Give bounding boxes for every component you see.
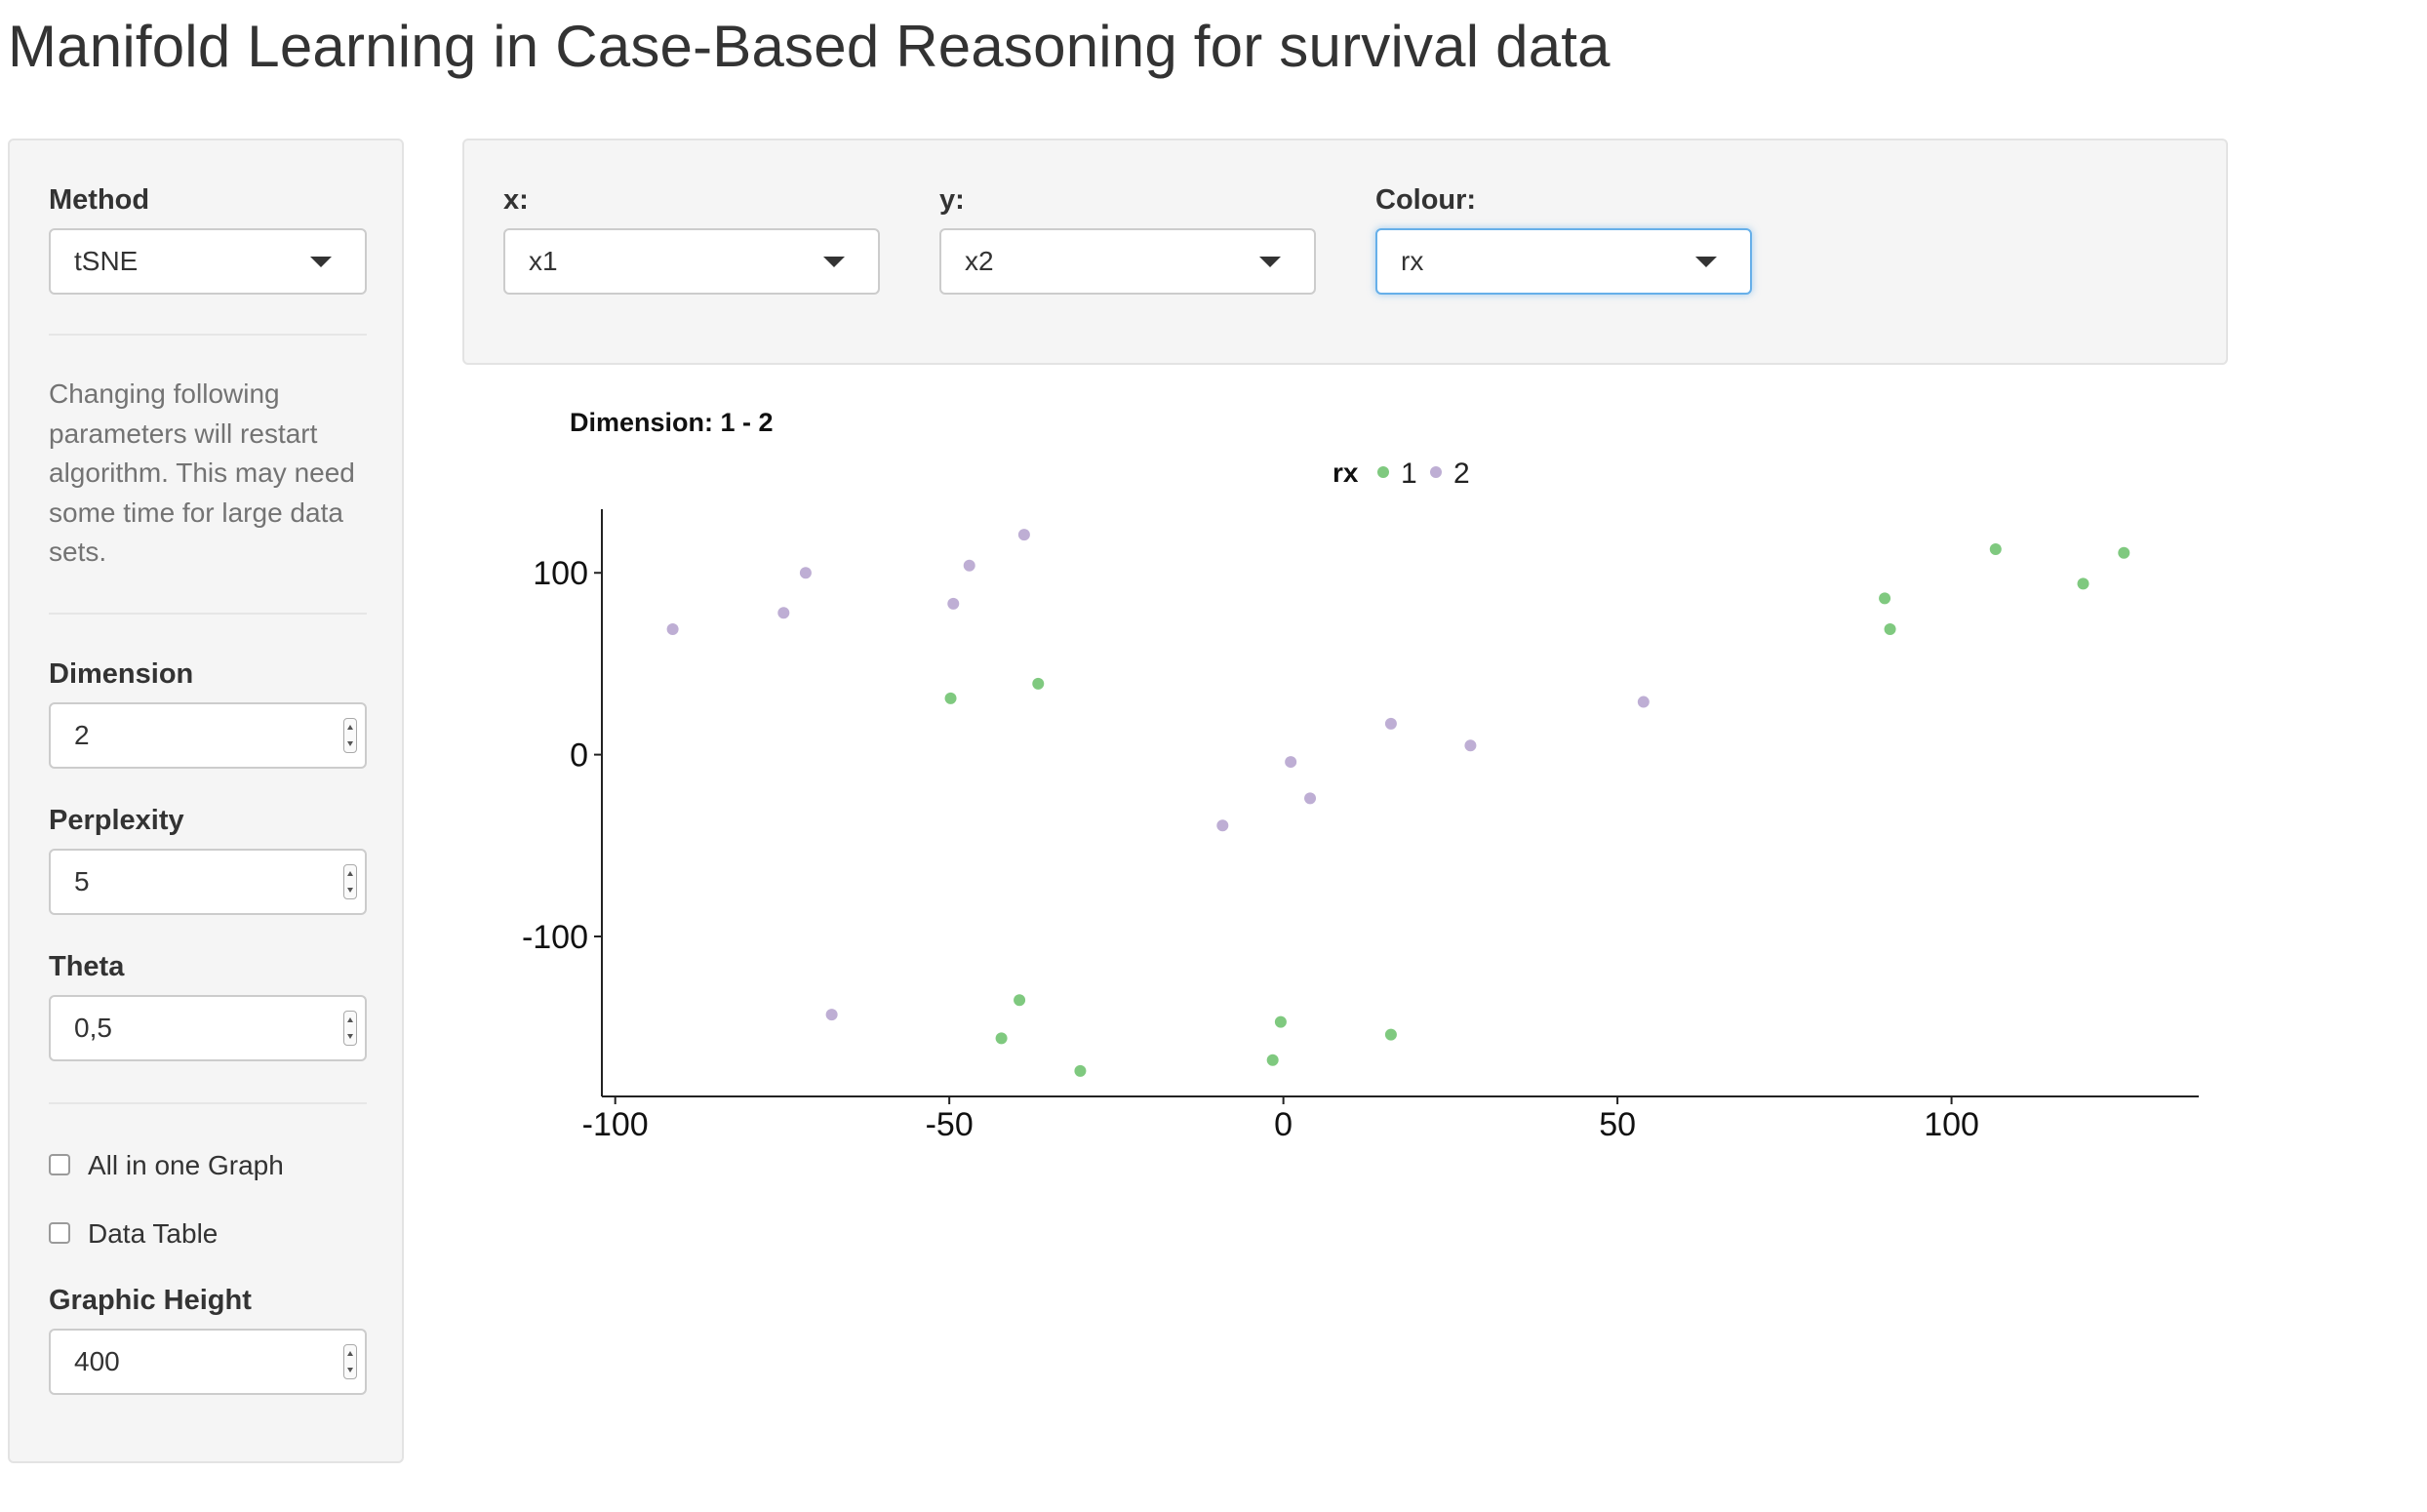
data-point-rx-2 — [1304, 792, 1317, 805]
x-label: x: — [503, 184, 529, 216]
divider — [49, 613, 367, 615]
stepper-icon[interactable] — [343, 1011, 357, 1046]
data-point-rx-1 — [1266, 1054, 1279, 1066]
legend-marker-2 — [1430, 466, 1442, 478]
data-table-label[interactable]: Data Table — [88, 1218, 219, 1249]
perplexity-input[interactable]: 5 — [49, 849, 367, 915]
y-tick-label: 0 — [570, 737, 588, 775]
data-point-rx-2 — [666, 623, 679, 636]
y-label: y: — [939, 184, 965, 216]
chevron-down-icon — [310, 257, 332, 267]
data-point-rx-1 — [1884, 623, 1896, 636]
data-point-rx-2 — [825, 1009, 838, 1021]
x-tick-label: 100 — [1924, 1106, 1979, 1143]
legend-label-1: 1 — [1401, 458, 1417, 490]
y-tick-label: 100 — [533, 555, 588, 592]
data-point-rx-2 — [963, 559, 975, 572]
colour-label: Colour: — [1375, 184, 1477, 216]
theta-input[interactable]: 0,5 — [49, 995, 367, 1061]
data-point-rx-1 — [2118, 546, 2130, 559]
page-title: Manifold Learning in Case-Based Reasonin… — [8, 14, 1611, 79]
method-label: Method — [49, 184, 150, 216]
x-tick-label: 0 — [1274, 1106, 1293, 1143]
data-point-rx-2 — [1017, 529, 1030, 541]
x-tick-label: -50 — [926, 1106, 974, 1143]
chevron-down-icon — [1259, 257, 1281, 267]
x-tick-label: -100 — [582, 1106, 649, 1143]
sidebar-panel: Method tSNE Changing following parameter… — [8, 139, 404, 1463]
theta-label: Theta — [49, 951, 125, 982]
data-point-rx-1 — [1074, 1064, 1087, 1077]
all-in-one-graph-checkbox[interactable] — [49, 1154, 70, 1175]
y-tick-label: -100 — [522, 919, 588, 956]
graphic-height-input-value: 400 — [74, 1346, 120, 1376]
x-select[interactable]: x1 — [503, 228, 880, 295]
chevron-down-icon — [1695, 257, 1717, 267]
data-point-rx-1 — [944, 692, 957, 704]
stepper-icon[interactable] — [343, 718, 357, 753]
method-select[interactable]: tSNE — [49, 228, 367, 295]
graphic-height-label: Graphic Height — [49, 1285, 252, 1316]
divider — [49, 334, 367, 336]
perplexity-label: Perplexity — [49, 805, 184, 836]
data-point-rx-1 — [2077, 577, 2089, 590]
x-tick-label: 50 — [1599, 1106, 1636, 1143]
data-point-rx-2 — [777, 607, 790, 619]
data-point-rx-2 — [1637, 696, 1650, 708]
colour-select-value: rx — [1401, 246, 1424, 276]
y-select-value: x2 — [965, 246, 994, 276]
data-point-rx-1 — [995, 1032, 1008, 1045]
chevron-down-icon — [823, 257, 845, 267]
data-point-rx-1 — [1989, 543, 2002, 556]
data-point-rx-2 — [799, 567, 812, 579]
perplexity-input-value: 5 — [74, 866, 90, 896]
plot-title: Dimension: 1 - 2 — [570, 408, 774, 437]
data-point-rx-1 — [1384, 1028, 1397, 1041]
dimension-input[interactable]: 2 — [49, 702, 367, 769]
method-select-value: tSNE — [74, 246, 139, 276]
y-select[interactable]: x2 — [939, 228, 1316, 295]
stepper-icon[interactable] — [343, 1344, 357, 1379]
stepper-icon[interactable] — [343, 864, 357, 899]
help-text: Changing following parameters will resta… — [49, 378, 355, 567]
theta-input-value: 0,5 — [74, 1013, 112, 1043]
legend-marker-1 — [1377, 466, 1389, 478]
legend-label-2: 2 — [1453, 458, 1470, 490]
data-point-rx-1 — [1879, 592, 1891, 605]
divider — [49, 1102, 367, 1104]
data-point-rx-2 — [1216, 819, 1229, 832]
colour-select[interactable]: rx — [1375, 228, 1752, 295]
data-point-rx-2 — [947, 597, 960, 610]
data-point-rx-1 — [1032, 677, 1045, 690]
data-point-rx-2 — [1464, 739, 1477, 752]
axis-controls-panel: x: x1 y: x2 Colour: rx — [462, 139, 2228, 365]
all-in-one-graph-label[interactable]: All in one Graph — [88, 1150, 284, 1180]
dimension-label: Dimension — [49, 658, 194, 690]
data-point-rx-2 — [1285, 756, 1297, 769]
data-point-rx-1 — [1014, 994, 1026, 1007]
data-point-rx-1 — [1274, 1015, 1287, 1028]
data-table-checkbox[interactable] — [49, 1222, 70, 1244]
data-point-rx-2 — [1384, 717, 1397, 730]
dimension-input-value: 2 — [74, 720, 90, 750]
x-select-value: x1 — [529, 246, 558, 276]
legend-title: rx — [1333, 458, 1359, 488]
graphic-height-input[interactable]: 400 — [49, 1329, 367, 1395]
